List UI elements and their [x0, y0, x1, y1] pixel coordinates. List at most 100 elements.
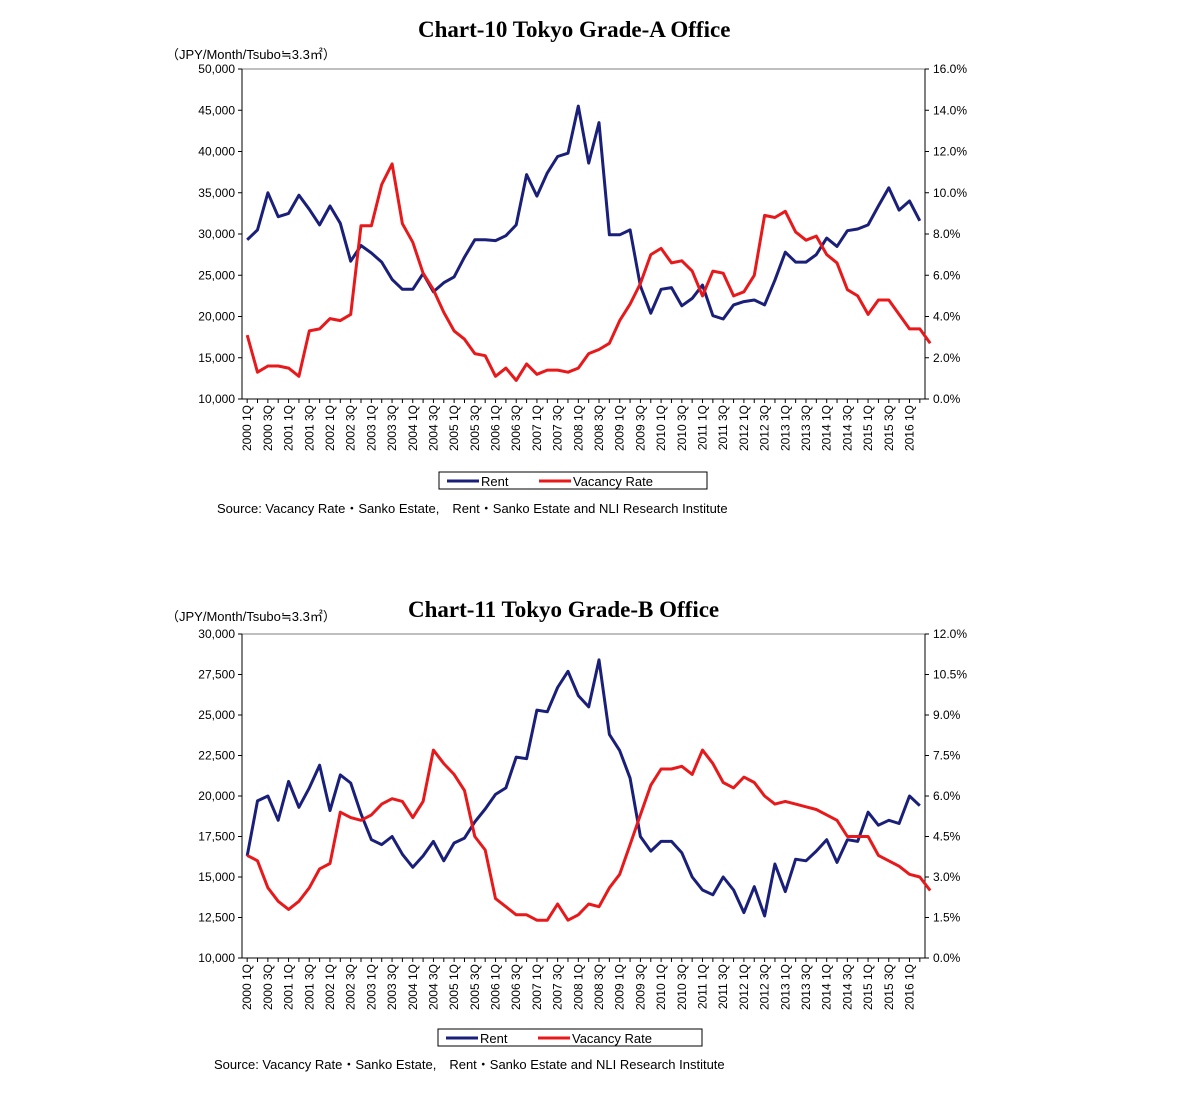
x-tick-label: 2008 1Q	[571, 964, 585, 1010]
y-right-tick-label: 4.0%	[933, 310, 961, 324]
chart-title: Chart-11 Tokyo Grade-B Office	[408, 597, 720, 622]
legend	[438, 471, 708, 490]
x-tick-label: 2000 1Q	[240, 964, 254, 1010]
rent-series-line	[245, 658, 921, 918]
x-tick-label: 2004 1Q	[406, 405, 420, 451]
y-left-tick-label: 30,000	[198, 227, 235, 241]
y-left-tick-label: 10,000	[198, 951, 235, 965]
x-tick-label: 2015 1Q	[861, 964, 875, 1010]
x-tick-label: 2008 3Q	[592, 405, 606, 451]
x-tick-label: 2013 1Q	[778, 405, 792, 451]
y-left-tick-label: 12,500	[198, 911, 235, 925]
x-tick-label: 2002 3Q	[344, 964, 358, 1010]
y-right-tick-label: 4.5%	[933, 830, 961, 844]
y-left-tick-label: 20,000	[198, 789, 235, 803]
x-tick-label: 2011 1Q	[696, 964, 710, 1009]
x-tick-label: 2010 3Q	[675, 405, 689, 451]
x-tick-label: 2016 1Q	[902, 964, 916, 1010]
x-tick-label: 2007 1Q	[530, 964, 544, 1010]
legend-vacancy-label: Vacancy Rate	[573, 474, 653, 489]
y-left-tick-label: 25,000	[198, 268, 235, 282]
x-tick-label: 2002 1Q	[323, 405, 337, 451]
x-tick-label: 2000 1Q	[240, 405, 254, 451]
x-tick-label: 2009 1Q	[613, 405, 627, 451]
y-right-tick-label: 2.0%	[933, 351, 961, 365]
y-axis-unit-label: （JPY/Month/Tsubo≒3.3㎡）	[166, 47, 336, 62]
x-tick-label: 2000 3Q	[261, 964, 275, 1010]
x-tick-label: 2011 3Q	[716, 964, 730, 1009]
x-tick-label: 2013 3Q	[799, 964, 813, 1010]
y-right-tick-label: 12.0%	[933, 145, 967, 159]
chart-10-panel: Chart-10 Tokyo Grade-A Office （JPY/Month…	[0, 0, 1186, 540]
y-right-tick-label: 16.0%	[933, 62, 967, 76]
y-left-tick-label: 50,000	[198, 62, 235, 76]
x-tick-label: 2001 1Q	[282, 964, 296, 1010]
x-tick-label: 2006 1Q	[489, 964, 503, 1010]
x-tick-label: 2002 1Q	[323, 964, 337, 1010]
x-tick-label: 2014 3Q	[840, 964, 854, 1010]
y-left-tick-label: 20,000	[198, 310, 235, 324]
x-tick-label: 2008 3Q	[592, 964, 606, 1010]
x-tick-label: 2012 3Q	[758, 405, 772, 451]
x-tick-label: 2003 1Q	[364, 964, 378, 1010]
x-tick-label: 2000 3Q	[261, 405, 275, 451]
vacancy-rate-series-line	[245, 162, 932, 382]
y-left-tick-label: 40,000	[198, 145, 235, 159]
x-tick-label: 2012 1Q	[737, 964, 751, 1010]
vacancy-rate-series-line	[246, 748, 932, 922]
x-tick-label: 2010 1Q	[654, 964, 668, 1010]
y-right-tick-label: 0.0%	[933, 951, 961, 965]
x-tick-label: 2011 1Q	[696, 405, 710, 450]
legend-rent-label: Rent	[481, 474, 509, 489]
x-tick-label: 2002 3Q	[344, 405, 358, 451]
x-tick-label: 2007 1Q	[530, 405, 544, 451]
legend-rent-label: Rent	[480, 1031, 508, 1046]
y-left-tick-label: 30,000	[198, 627, 235, 641]
y-left-tick-label: 27,500	[198, 668, 235, 682]
y-right-tick-label: 6.0%	[933, 268, 961, 282]
y-left-tick-label: 17,500	[198, 830, 235, 844]
x-tick-label: 2004 3Q	[426, 964, 440, 1010]
x-tick-label: 2001 3Q	[302, 405, 316, 451]
x-tick-label: 2004 1Q	[406, 964, 420, 1010]
y-right-tick-label: 8.0%	[933, 227, 961, 241]
x-tick-label: 2012 1Q	[737, 405, 751, 451]
y-left-tick-label: 35,000	[198, 186, 235, 200]
x-tick-label: 2006 1Q	[489, 405, 503, 451]
x-tick-label: 2015 1Q	[861, 405, 875, 451]
y-right-tick-label: 7.5%	[933, 749, 961, 763]
legend-vacancy-label: Vacancy Rate	[572, 1031, 652, 1046]
x-tick-label: 2003 3Q	[385, 964, 399, 1010]
x-tick-label: 2015 3Q	[882, 964, 896, 1010]
x-tick-label: 2007 3Q	[551, 964, 565, 1010]
x-tick-label: 2014 1Q	[820, 405, 834, 451]
x-tick-label: 2001 3Q	[302, 964, 316, 1010]
chart-11-panel: Chart-11 Tokyo Grade-B Office （JPY/Month…	[0, 590, 1186, 1099]
x-tick-label: 2008 1Q	[571, 405, 585, 451]
x-tick-label: 2009 3Q	[633, 964, 647, 1010]
x-tick-label: 2005 1Q	[447, 964, 461, 1010]
chart-11-plot: 10,000 0.0% 12,500 1.5% 15,000 3.0% 17,500 4.5%…	[198, 627, 967, 1047]
x-tick-label: 2011 3Q	[716, 405, 730, 450]
y-left-tick-label: 15,000	[198, 870, 235, 884]
chart-title: Chart-10 Tokyo Grade-A Office	[418, 17, 731, 42]
x-tick-label: 2005 1Q	[447, 405, 461, 451]
x-tick-label: 2016 1Q	[902, 405, 916, 451]
x-tick-label: 2009 1Q	[613, 964, 627, 1010]
y-right-tick-label: 9.0%	[933, 708, 961, 722]
y-right-tick-label: 10.5%	[933, 668, 967, 682]
y-left-tick-label: 45,000	[198, 103, 235, 117]
y-left-tick-label: 25,000	[198, 708, 235, 722]
y-left-tick-label: 10,000	[198, 392, 235, 406]
x-tick-label: 2007 3Q	[551, 405, 565, 451]
x-tick-label: 2003 3Q	[385, 405, 399, 451]
x-tick-label: 2014 3Q	[840, 405, 854, 451]
rent-series-line	[246, 104, 922, 321]
source-note: Source: Vacancy Rate・Sanko Estate, Rent・…	[214, 1057, 725, 1072]
y-right-tick-label: 14.0%	[933, 103, 967, 117]
y-right-tick-label: 12.0%	[933, 627, 967, 641]
y-axis-unit-label: （JPY/Month/Tsubo≒3.3㎡）	[166, 609, 336, 624]
x-tick-label: 2010 3Q	[675, 964, 689, 1010]
x-tick-label: 2004 3Q	[426, 405, 440, 451]
y-left-tick-label: 22,500	[198, 749, 235, 763]
